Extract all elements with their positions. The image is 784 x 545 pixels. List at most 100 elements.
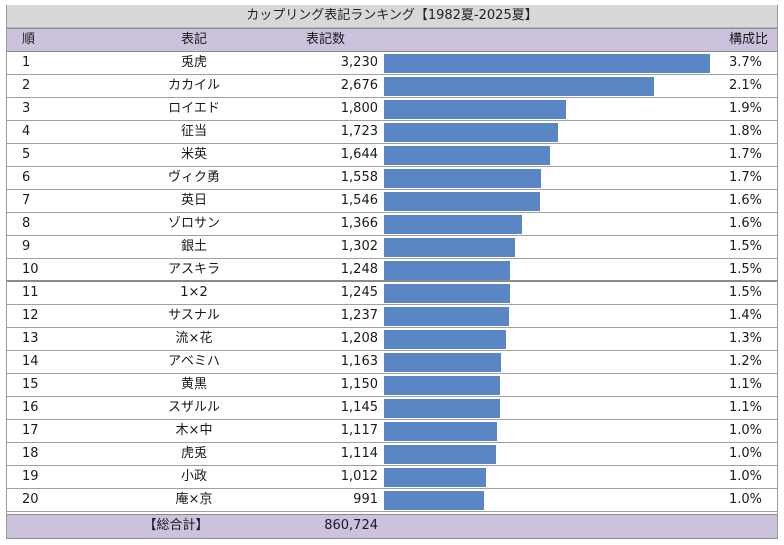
- row-ratio: 1.1%: [728, 400, 762, 415]
- row-name: 流×花: [175, 331, 213, 346]
- bar-mark: [384, 54, 710, 73]
- row-rank: 12: [22, 308, 39, 323]
- row-ratio: 1.0%: [728, 446, 762, 461]
- table-row: 8 ゾロサン 1,366 1.6%: [6, 213, 778, 236]
- bar-mark: [384, 445, 496, 464]
- row-count: 1,644: [340, 147, 378, 162]
- row-count: 3,230: [340, 55, 378, 70]
- row-name: サスナル: [168, 308, 220, 323]
- row-name: アベミハ: [168, 354, 220, 369]
- table-row: 17 木×中 1,117 1.0%: [6, 420, 778, 443]
- bar-mark: [384, 399, 500, 418]
- row-name: 1×2: [180, 285, 208, 300]
- row-rank: 19: [22, 469, 39, 484]
- bar-mark: [384, 491, 484, 510]
- row-bar-cell: [384, 190, 710, 212]
- footer-total: 860,724: [324, 518, 378, 533]
- table-row: 3 ロイエド 1,800 1.9%: [6, 98, 778, 121]
- bar-mark: [384, 146, 550, 165]
- row-count: 1,114: [340, 446, 378, 461]
- row-ratio: 1.0%: [728, 423, 762, 438]
- table-row: 7 英日 1,546 1.6%: [6, 190, 778, 213]
- row-rank: 15: [22, 377, 39, 392]
- bar-mark: [384, 261, 510, 280]
- table-row: 4 征当 1,723 1.8%: [6, 121, 778, 144]
- row-ratio: 1.7%: [728, 147, 762, 162]
- row-bar-cell: [384, 351, 710, 373]
- row-ratio: 1.8%: [728, 124, 762, 139]
- row-bar-cell: [384, 443, 710, 465]
- row-rank: 14: [22, 354, 39, 369]
- table-row: 19 小政 1,012 1.0%: [6, 466, 778, 489]
- row-name: 銀土: [180, 239, 207, 254]
- row-count: 1,366: [340, 216, 378, 231]
- bar-mark: [384, 284, 510, 303]
- row-count: 1,237: [340, 308, 378, 323]
- row-count: 2,676: [340, 78, 378, 93]
- table-row: 16 スザルル 1,145 1.1%: [6, 397, 778, 420]
- row-count: 991: [353, 492, 378, 507]
- row-ratio: 1.5%: [728, 285, 762, 300]
- row-count: 1,150: [340, 377, 378, 392]
- row-bar-cell: [384, 397, 710, 419]
- row-name: 虎兎: [180, 446, 207, 461]
- row-bar-cell: [384, 52, 710, 74]
- table-row: 6 ヴィク勇 1,558 1.7%: [6, 167, 778, 190]
- footer-label: 【総合計】: [143, 518, 209, 533]
- row-ratio: 1.9%: [728, 101, 762, 116]
- row-name: ゾロサン: [167, 216, 220, 231]
- row-rank: 6: [22, 170, 31, 185]
- header-count: 表記数: [306, 32, 346, 47]
- row-bar-cell: [384, 98, 710, 120]
- bar-mark: [384, 468, 486, 487]
- row-name: カカイル: [167, 78, 220, 93]
- bar-mark: [384, 353, 501, 372]
- row-ratio: 1.1%: [728, 377, 762, 392]
- table-row: 10 アスキラ 1,248 1.5%: [6, 259, 778, 282]
- bar-mark: [384, 330, 506, 349]
- row-name: スザルル: [167, 400, 220, 415]
- row-ratio: 2.1%: [728, 78, 762, 93]
- row-bar-cell: [384, 328, 710, 350]
- table-row: 11 1×2 1,245 1.5%: [6, 282, 778, 305]
- row-rank: 10: [22, 262, 39, 277]
- row-rank: 18: [22, 446, 39, 461]
- table-row: 2 カカイル 2,676 2.1%: [6, 75, 778, 98]
- row-rank: 8: [22, 216, 31, 231]
- row-bar-cell: [384, 236, 710, 258]
- table-row: 12 サスナル 1,237 1.4%: [6, 305, 778, 328]
- row-rank: 17: [22, 423, 39, 438]
- row-ratio: 1.7%: [728, 170, 762, 185]
- table-row: 15 黄黒 1,150 1.1%: [6, 374, 778, 397]
- row-name: 米英: [180, 147, 207, 162]
- row-rank: 7: [22, 193, 31, 208]
- row-count: 1,145: [340, 400, 378, 415]
- row-name: 兎虎: [180, 55, 207, 70]
- bar-mark: [384, 215, 522, 234]
- row-rank: 4: [22, 124, 31, 139]
- row-count: 1,117: [340, 423, 378, 438]
- bar-mark: [384, 123, 558, 142]
- bar-mark: [384, 169, 541, 188]
- row-rank: 5: [22, 147, 31, 162]
- row-rank: 20: [22, 492, 39, 507]
- row-bar-cell: [384, 282, 710, 304]
- table-row: 9 銀土 1,302 1.5%: [6, 236, 778, 259]
- row-ratio: 3.7%: [728, 55, 762, 70]
- row-bar-cell: [384, 374, 710, 396]
- header-rank: 順: [22, 32, 36, 47]
- row-count: 1,245: [340, 285, 378, 300]
- bar-mark: [384, 422, 497, 441]
- table-row: 20 庵×京 991 1.0%: [6, 489, 778, 512]
- row-bar-cell: [384, 489, 710, 511]
- row-bar-cell: [384, 259, 710, 280]
- row-bar-cell: [384, 75, 710, 97]
- row-rank: 1: [22, 55, 31, 70]
- row-name: ロイエド: [168, 101, 220, 116]
- row-bar-cell: [384, 420, 710, 442]
- bar-mark: [384, 192, 540, 211]
- header-name: 表記: [180, 32, 207, 47]
- row-rank: 2: [22, 78, 31, 93]
- row-bar-cell: [384, 213, 710, 235]
- row-ratio: 1.4%: [728, 308, 762, 323]
